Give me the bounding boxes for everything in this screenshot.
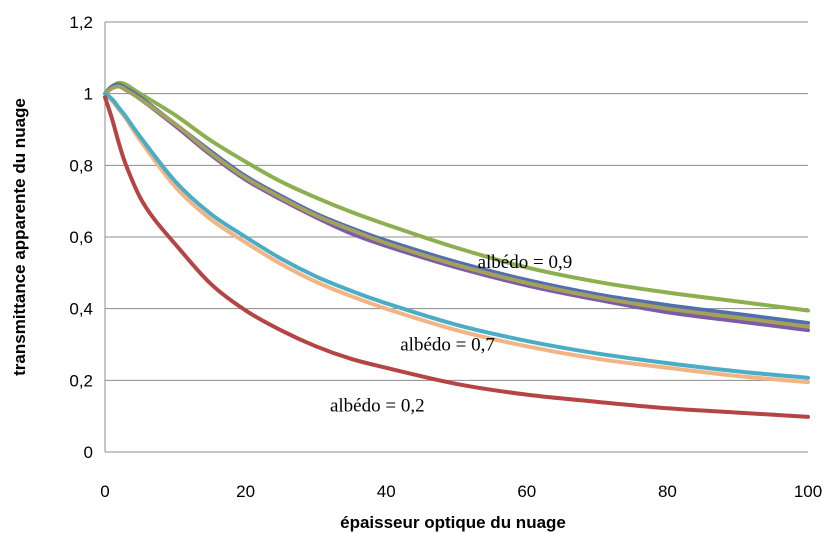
y-tick-label: 1	[84, 85, 93, 104]
x-tick-labels: 0 20 40 60 80 100	[100, 482, 822, 501]
series-line-7	[103, 95, 810, 419]
x-tick-label: 40	[377, 482, 396, 501]
x-tick-label: 0	[100, 482, 109, 501]
x-tick-label: 60	[517, 482, 536, 501]
y-tick-label: 0,4	[69, 300, 93, 319]
x-axis-title: épaisseur optique du nuage	[340, 513, 566, 532]
annotations: albédo = 0,9 albédo = 0,7 albédo = 0,2	[330, 252, 572, 416]
series-line-4	[103, 84, 810, 329]
y-tick-label: 1,2	[69, 13, 93, 32]
y-tick-labels: 0 0,2 0,4 0,6 0,8 1 1,2	[69, 13, 93, 462]
x-tick-label: 20	[236, 482, 255, 501]
annotation-albedo: albédo = 0,2	[330, 395, 425, 416]
y-axis-title: transmittance apparente du nuage	[10, 98, 29, 376]
x-tick-label: 100	[794, 482, 822, 501]
y-tick-label: 0,2	[69, 371, 93, 390]
series-line-6	[103, 91, 810, 380]
series-lines	[103, 80, 810, 419]
annotation-albedo: albédo = 0,9	[478, 252, 573, 273]
series-line-1	[103, 80, 810, 313]
x-tick-label: 80	[658, 482, 677, 501]
annotation-albedo: albédo = 0,7	[400, 335, 495, 356]
series-line-2	[103, 83, 810, 333]
y-tick-label: 0,8	[69, 156, 93, 175]
series-line-3	[103, 82, 810, 325]
y-tick-label: 0,6	[69, 228, 93, 247]
y-tick-label: 0	[84, 443, 93, 462]
